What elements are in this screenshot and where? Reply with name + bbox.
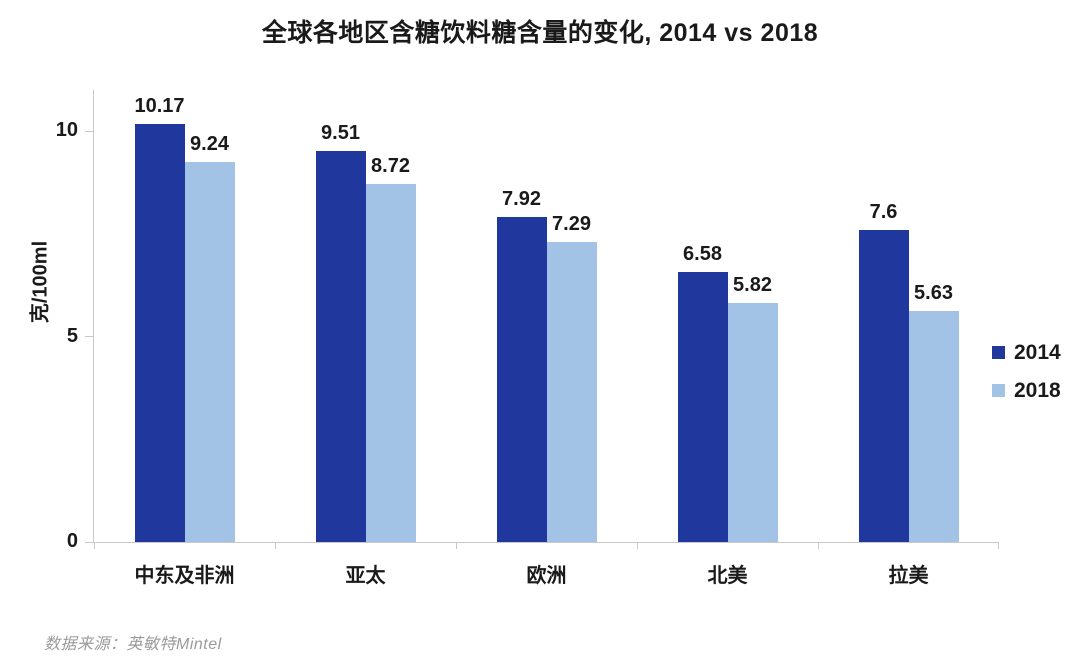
source-note: 数据来源：英敏特Mintel [44,636,222,653]
bar-value-label: 9.24 [190,133,229,156]
y-axis-label: 克/100ml [29,240,52,324]
bar-value-label: 7.6 [869,200,898,223]
x-category-label: 拉美 [888,565,929,587]
y-tick-label: 0 [66,530,78,552]
bar-value-label: 8.72 [371,154,410,177]
bar-2014-北美 [677,271,728,542]
y-tick-mark [85,130,94,132]
bar-value-label: 5.82 [733,273,772,296]
x-category-label: 中东及非洲 [134,565,235,587]
legend-entry-2014: 2014 [992,342,1061,363]
bar-value-label: 9.51 [321,122,360,145]
bar-2018-亚太 [365,183,416,542]
plot-area: 0 5 10 10.17 9.24 中东及非洲 9.51 8.72 亚太 7.92 7.29 欧洲 6.… [56,90,999,587]
bar-2018-北美 [727,302,778,542]
bar-2018-欧洲 [546,242,597,542]
bar-2014-拉美 [858,229,909,542]
bar-2018-中东及非洲 [184,162,235,542]
y-tick-mark [85,541,94,543]
bar-value-label: 6.58 [683,242,722,265]
legend-entry-2018: 2018 [992,380,1061,401]
x-category-label: 北美 [707,565,748,587]
x-category-label: 亚太 [345,565,386,587]
bar-value-label: 5.63 [914,281,953,304]
legend-label: 2014 [1014,341,1061,364]
x-boundary-tick [818,542,819,549]
y-tick-mark [85,336,94,338]
bar-value-label: 10.17 [134,95,185,118]
legend-label: 2018 [1014,379,1061,402]
bar-2014-中东及非洲 [134,124,185,542]
legend-swatch-icon [992,346,1005,359]
x-boundary-tick [275,542,276,549]
y-tick-label: 10 [55,119,78,142]
bar-2014-亚太 [315,151,366,542]
legend: 2014 2018 [992,342,1061,418]
x-boundary-tick [637,542,638,549]
bar-2014-欧洲 [496,216,547,542]
chart-title: 全球各地区含糖饮料糖含量的变化, 2014 vs 2018 [261,19,819,47]
legend-swatch-icon [992,384,1005,397]
bar-value-label: 7.29 [552,213,591,236]
x-boundary-tick [998,542,999,549]
x-boundary-tick [94,542,95,549]
x-category-label: 欧洲 [526,565,567,587]
bar-value-label: 7.92 [502,187,541,210]
bar-2018-拉美 [908,310,959,542]
y-tick-label: 5 [66,324,78,347]
x-boundary-tick [456,542,457,549]
